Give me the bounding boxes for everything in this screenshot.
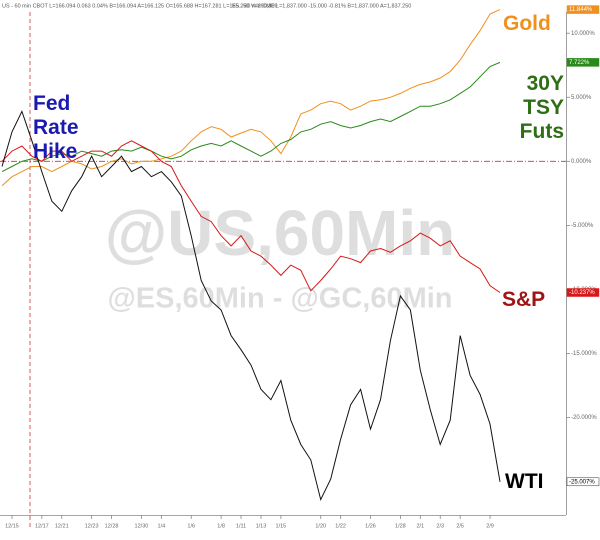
- value-label: 7.722%: [569, 60, 590, 66]
- value-label: 11.844%: [569, 7, 593, 13]
- value-label: -10.237%: [569, 290, 595, 296]
- x-tick-label: 1/26: [365, 523, 376, 529]
- x-tick-label: 2/5: [456, 523, 464, 529]
- y-tick-label: 10.000%: [571, 31, 595, 37]
- x-tick-label: 1/6: [187, 523, 195, 529]
- watermark: @ES,60Min - @GC,60Min: [108, 283, 453, 315]
- value-label-box: [566, 288, 600, 297]
- x-tick-label: 2/9: [486, 523, 494, 529]
- series-line: [1, 140, 501, 293]
- series-line: [1, 61, 501, 173]
- x-tick-label: 12/15: [5, 523, 19, 529]
- header-text: US - 60 min CBOT L=166.094 0.063 0.04% B…: [2, 3, 278, 9]
- value-label-box: [566, 5, 600, 14]
- x-tick-label: 12/30: [135, 523, 149, 529]
- x-tick-label: 12/23: [85, 523, 99, 529]
- x-tick-label: 12/28: [105, 523, 119, 529]
- x-tick-label: 1/15: [276, 523, 287, 529]
- y-tick-label: -20.000%: [571, 415, 597, 421]
- y-tick-label: -15.000%: [571, 351, 597, 357]
- series-line: [1, 9, 501, 187]
- series-label: WTI: [505, 470, 544, 493]
- y-tick-label: -5.000%: [571, 223, 594, 229]
- watermark: @US,60Min: [105, 197, 455, 269]
- y-tick-label: 0.000%: [571, 159, 592, 165]
- x-tick-label: 1/13: [256, 523, 267, 529]
- x-tick-label: 1/8: [217, 523, 225, 529]
- x-tick-label: 1/4: [158, 523, 166, 529]
- series-line: [1, 110, 501, 502]
- y-tick-label: 5.000%: [571, 95, 592, 101]
- annotation: Fed Rate Hike: [33, 92, 79, 163]
- x-tick-label: 1/20: [315, 523, 326, 529]
- x-tick-label: 1/28: [395, 523, 406, 529]
- x-tick-label: 12/17: [35, 523, 49, 529]
- x-tick-label: 2/1: [416, 523, 424, 529]
- header-text: ES - 60 min CME L=1,837.000 -15.000 -0.8…: [232, 3, 411, 9]
- x-tick-label: 2/3: [436, 523, 444, 529]
- series-label: S&P: [502, 288, 546, 311]
- series-label: 30Y TSY Futs: [519, 72, 564, 143]
- x-tick-label: 12/21: [55, 523, 69, 529]
- x-tick-label: 1/22: [335, 523, 346, 529]
- series-label: Gold: [503, 12, 551, 35]
- value-label-box: [566, 477, 600, 487]
- value-label-box: [566, 58, 600, 67]
- x-tick-label: 1/11: [236, 523, 246, 529]
- value-label: -25.007%: [569, 479, 595, 485]
